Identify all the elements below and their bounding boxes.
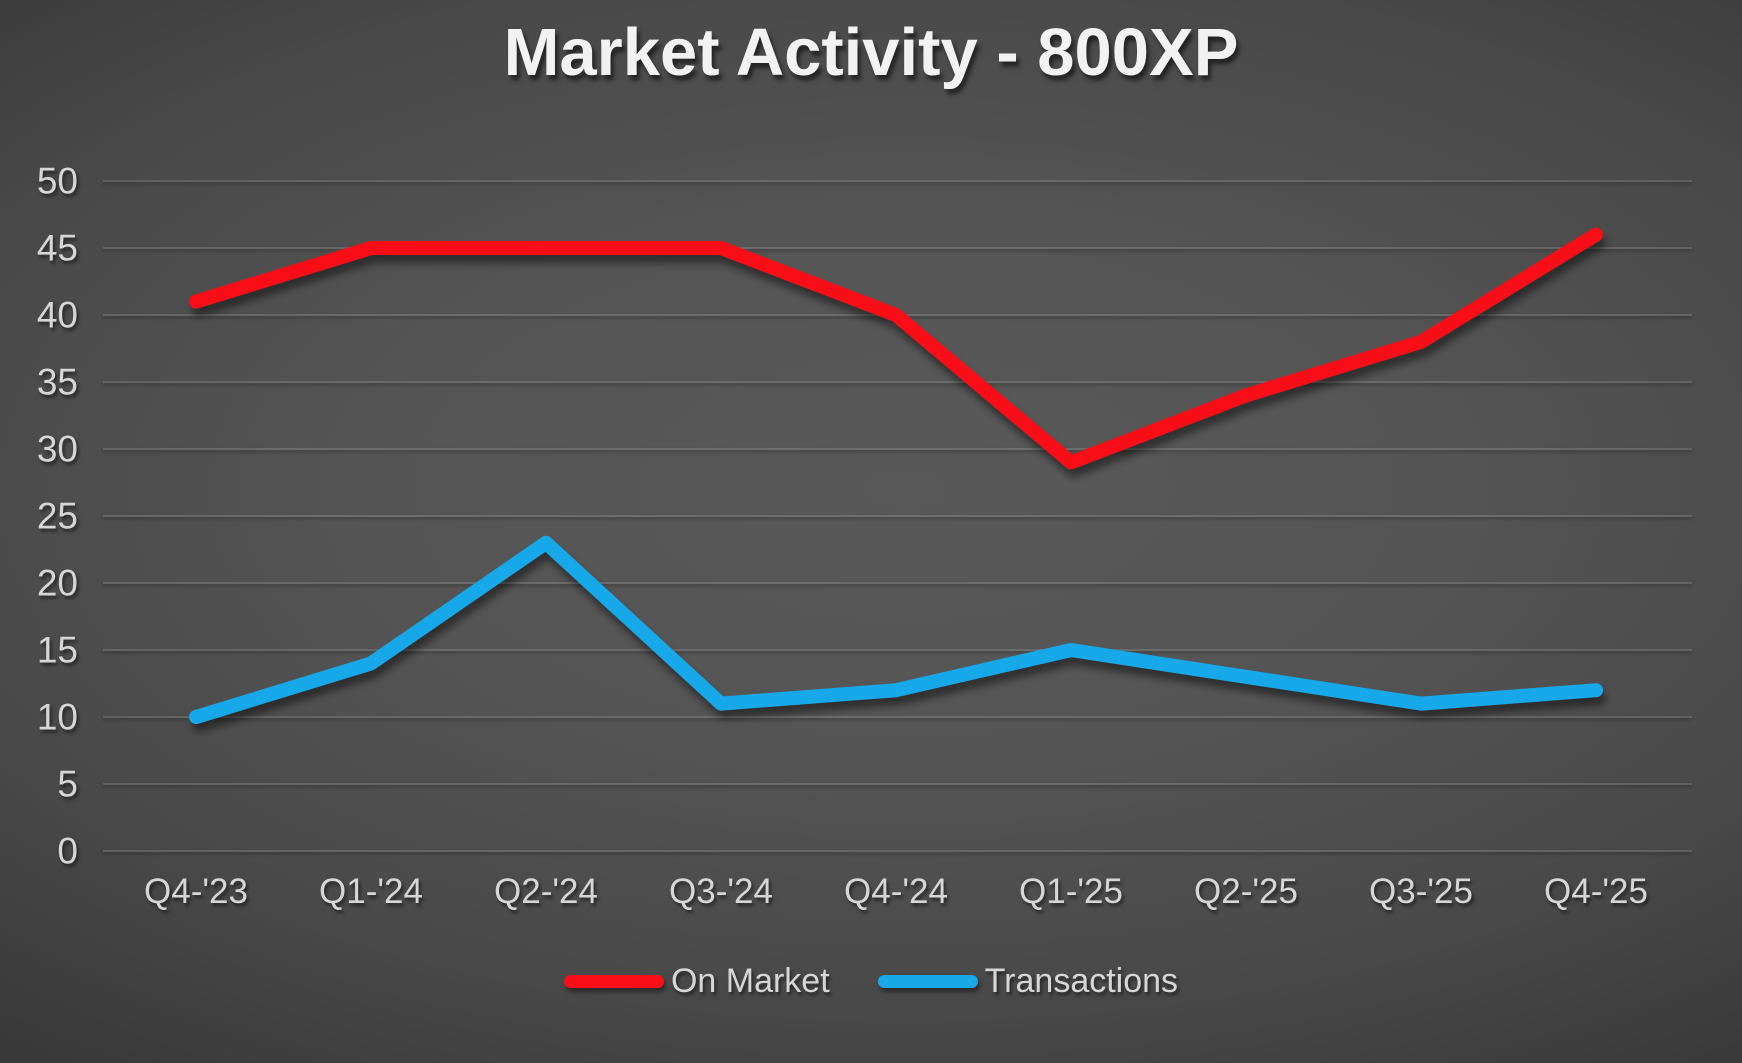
x-axis-tick-label: Q1-'25 [1019,872,1123,911]
x-axis-tick-label: Q1-'24 [319,872,423,911]
chart-title: Market Activity - 800XP [503,15,1239,90]
x-axis-tick-label: Q4-'24 [844,872,948,911]
y-axis-tick-label: 45 [36,227,78,269]
x-axis-tick-label: Q4-'23 [144,872,248,911]
y-axis-tick-label: 30 [36,428,78,470]
legend-item-on-market: On Market [563,962,830,1001]
series-line-on-market [189,227,1603,470]
y-axis-tick-label: 5 [57,763,78,805]
gridline [103,716,1692,718]
gridline [103,783,1692,785]
y-axis-tick-label: 50 [36,160,78,202]
legend-label: Transactions [984,962,1179,1000]
y-axis-tick-label: 10 [36,696,78,738]
legend-item-transactions: Transactions [877,962,1179,1001]
series-line-transactions [189,535,1603,724]
legend-swatch-icon [563,975,664,988]
x-axis-tick-label: Q4-'25 [1544,872,1648,911]
x-axis-tick-label: Q2-'25 [1194,872,1298,911]
y-axis-tick-label: 25 [36,495,78,537]
gridline [103,448,1692,450]
gridline [103,180,1692,182]
gridline [103,381,1692,383]
gridline [103,649,1692,651]
gridline [103,582,1692,584]
x-axis-tick-label: Q3-'24 [669,872,773,911]
x-axis-tick-label: Q3-'25 [1369,872,1473,911]
y-axis-tick-label: 40 [36,294,78,336]
gridline [103,515,1692,517]
chart-legend: On Market Transactions [0,962,1742,1001]
x-axis-tick-label: Q2-'24 [494,872,598,911]
legend-swatch-icon [877,975,978,988]
y-axis-tick-label: 0 [57,830,78,872]
y-axis-tick-label: 15 [36,629,78,671]
y-axis-tick-label: 35 [36,361,78,403]
legend-label: On Market [670,962,830,1000]
gridline [103,850,1692,852]
gridline [103,247,1692,249]
y-axis-tick-label: 20 [36,562,78,604]
